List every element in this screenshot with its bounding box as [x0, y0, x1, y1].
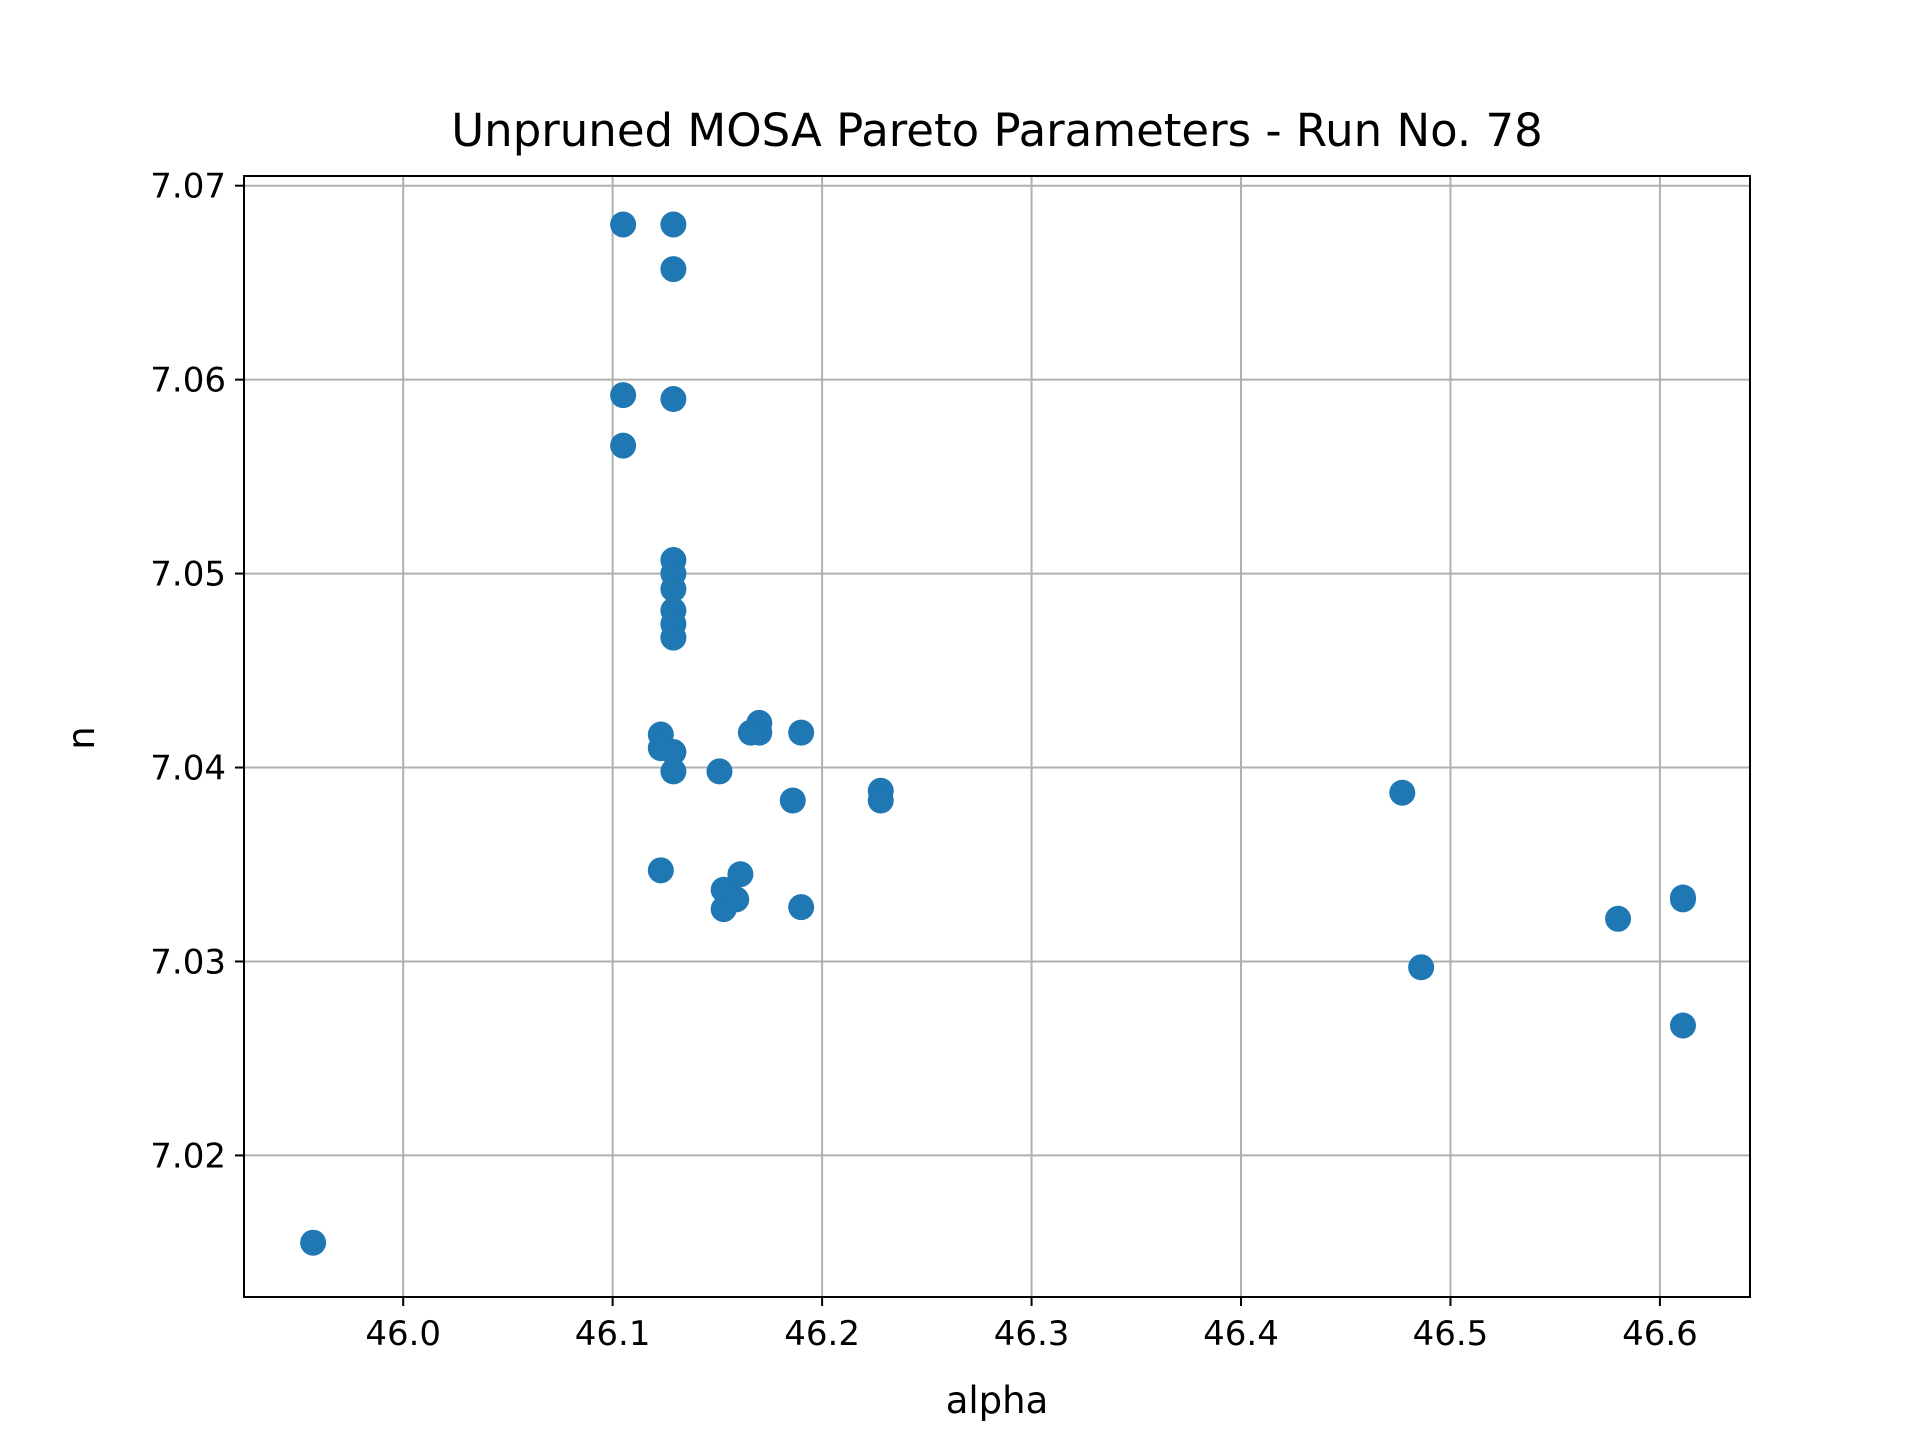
x-axis-label: alpha — [946, 1379, 1049, 1422]
x-tick-label: 46.4 — [1203, 1314, 1279, 1354]
x-tick-label: 46.0 — [365, 1314, 441, 1354]
scatter-point — [610, 382, 636, 408]
scatter-point — [738, 720, 764, 746]
scatter-point — [660, 256, 686, 282]
x-tick-label: 46.2 — [784, 1314, 860, 1354]
y-axis-label: n — [60, 726, 103, 749]
x-tick-label: 46.6 — [1622, 1314, 1698, 1354]
scatter-point — [780, 788, 806, 814]
x-tick-label: 46.1 — [575, 1314, 651, 1354]
scatter-point — [1389, 780, 1415, 806]
scatter-point — [1670, 886, 1696, 912]
scatter-point — [660, 211, 686, 237]
y-tick-label: 7.03 — [150, 942, 226, 982]
scatter-point — [610, 433, 636, 459]
x-tick-label: 46.5 — [1413, 1314, 1489, 1354]
scatter-point — [788, 720, 814, 746]
scatter-point — [1605, 906, 1631, 932]
y-tick-label: 7.02 — [150, 1136, 226, 1176]
scatter-point — [660, 386, 686, 412]
scatter-point — [660, 625, 686, 651]
y-tick-label: 7.06 — [150, 361, 226, 401]
y-tick-label: 7.07 — [150, 167, 226, 207]
y-tick-label: 7.05 — [150, 555, 226, 595]
scatter-point — [706, 758, 732, 784]
scatter-point — [1408, 954, 1434, 980]
scatter-point — [788, 894, 814, 920]
scatter-point — [648, 857, 674, 883]
y-tick-label: 7.04 — [150, 749, 226, 789]
scatter-point — [610, 211, 636, 237]
scatter-point — [660, 758, 686, 784]
chart-title: Unpruned MOSA Pareto Parameters - Run No… — [451, 104, 1543, 157]
scatter-point — [300, 1230, 326, 1256]
scatter-point — [711, 896, 737, 922]
scatter-point — [868, 788, 894, 814]
x-tick-label: 46.3 — [994, 1314, 1070, 1354]
scatter-point — [1670, 1012, 1696, 1038]
